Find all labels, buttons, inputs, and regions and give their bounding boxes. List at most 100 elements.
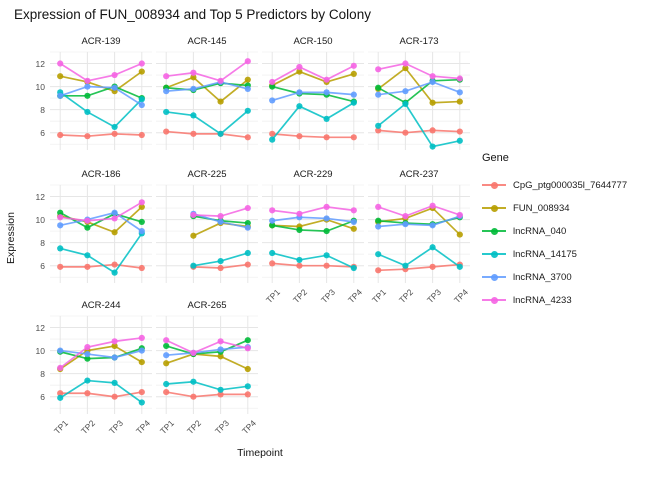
series-lncRNA_3700 — [269, 89, 357, 104]
facet-title: ACR-229 — [293, 169, 333, 180]
facet-title: ACR-173 — [399, 36, 439, 47]
facet-panel — [50, 184, 152, 283]
series-lncRNA_14175 — [375, 244, 463, 270]
legend-item: lncRNA_4233 — [482, 292, 627, 308]
x-tick-label: TP4 — [345, 287, 364, 306]
series-CpG_ptg000035l_7644777 — [375, 261, 463, 274]
facet-panel — [50, 315, 152, 414]
facet-title: ACR-139 — [81, 36, 121, 47]
series-lncRNA_3700 — [57, 347, 145, 361]
x-tick-label: TP2 — [79, 418, 98, 437]
facet-panel — [50, 51, 152, 150]
series-lncRNA_4233 — [375, 60, 463, 82]
legend-item: lncRNA_3700 — [482, 269, 627, 285]
y-tick-label: 8 — [40, 104, 45, 115]
facet-title: ACR-244 — [81, 300, 121, 311]
y-tick-label: 6 — [40, 391, 45, 402]
series-lncRNA_14175 — [375, 100, 463, 150]
legend-label: lncRNA_3700 — [513, 271, 572, 283]
series-lncRNA_4233 — [163, 337, 251, 356]
x-axis-title: Timepoint — [237, 447, 283, 459]
legend-item: lncRNA_040 — [482, 223, 627, 239]
facet-panel — [156, 315, 258, 414]
series-lncRNA_14175 — [163, 378, 251, 393]
x-tick-label: TP4 — [239, 418, 258, 437]
legend-title: Gene — [482, 152, 509, 164]
series-lncRNA_4233 — [375, 202, 463, 220]
series-CpG_ptg000035l_7644777 — [57, 130, 145, 140]
facet-title: ACR-150 — [293, 36, 333, 47]
series-lncRNA_4233 — [163, 58, 251, 84]
series-lncRNA_14175 — [57, 377, 145, 406]
series-CpG_ptg000035l_7644777 — [57, 261, 145, 272]
facet-title: ACR-265 — [187, 300, 227, 311]
x-tick-label: TP4 — [133, 418, 152, 437]
facet-panel — [368, 51, 470, 150]
legend-item: CpG_ptg000035l_7644777 — [482, 177, 627, 193]
series-lncRNA_4233 — [190, 204, 251, 220]
facet-title: ACR-237 — [399, 169, 439, 180]
facet-panel — [262, 184, 364, 283]
series-lncRNA_14175 — [163, 107, 251, 137]
x-tick-label: TP3 — [212, 418, 231, 437]
legend-items: CpG_ptg000035l_7644777 FUN_008934 lncRNA_0… — [482, 177, 627, 308]
y-tick-label: 10 — [35, 81, 45, 92]
facet-title: ACR-145 — [187, 36, 227, 47]
y-tick-label: 12 — [35, 58, 45, 69]
series-lncRNA_4233 — [57, 60, 145, 84]
series-CpG_ptg000035l_7644777 — [163, 388, 251, 400]
legend-label: lncRNA_14175 — [513, 248, 577, 260]
legend-key-icon — [482, 247, 506, 261]
y-tick-label: 8 — [40, 368, 45, 379]
series-FUN_008934 — [375, 65, 463, 106]
legend-key-icon — [482, 201, 506, 215]
series-CpG_ptg000035l_7644777 — [269, 130, 357, 141]
series-lncRNA_040 — [57, 209, 145, 231]
series-lncRNA_3700 — [57, 83, 145, 109]
facet-panel — [156, 51, 258, 150]
y-tick-label: 8 — [40, 237, 45, 248]
facet-panel — [368, 184, 470, 283]
y-tick-label: 10 — [35, 345, 45, 356]
series-CpG_ptg000035l_7644777 — [375, 127, 463, 136]
series-FUN_008934 — [163, 74, 251, 105]
facet-title: ACR-186 — [81, 169, 121, 180]
x-tick-label: TP4 — [451, 287, 470, 306]
series-lncRNA_14175 — [190, 249, 251, 269]
x-tick-label: TP2 — [397, 287, 416, 306]
facet-title: ACR-225 — [187, 169, 227, 180]
x-tick-label: TP3 — [424, 287, 443, 306]
series-CpG_ptg000035l_7644777 — [163, 128, 251, 141]
series-CpG_ptg000035l_7644777 — [57, 388, 145, 400]
legend-key-icon — [482, 270, 506, 284]
legend-item: FUN_008934 — [482, 200, 627, 216]
y-tick-label: 6 — [40, 260, 45, 271]
x-tick-label: TP1 — [264, 287, 283, 306]
y-tick-label: 12 — [35, 191, 45, 202]
series-CpG_ptg000035l_7644777 — [269, 260, 357, 270]
series-lncRNA_4233 — [269, 62, 357, 86]
facet-panel — [156, 184, 258, 283]
x-tick-label: TP1 — [158, 418, 177, 437]
series-lncRNA_14175 — [269, 249, 357, 272]
legend-label: lncRNA_4233 — [513, 294, 572, 306]
series-lncRNA_4233 — [269, 203, 357, 217]
x-tick-label: TP2 — [185, 418, 204, 437]
series-lncRNA_3700 — [57, 209, 145, 235]
legend-label: FUN_008934 — [513, 202, 570, 214]
x-tick-label: TP3 — [318, 287, 337, 306]
x-tick-label: TP1 — [370, 287, 389, 306]
series-lncRNA_14175 — [57, 230, 145, 276]
legend-key-icon — [482, 178, 506, 192]
y-tick-label: 10 — [35, 214, 45, 225]
series-lncRNA_4233 — [57, 334, 145, 371]
chart-title: Expression of FUN_008934 and Top 5 Predi… — [14, 7, 371, 22]
series-lncRNA_4233 — [57, 199, 145, 224]
legend-item: lncRNA_14175 — [482, 246, 627, 262]
series-lncRNA_3700 — [375, 78, 463, 98]
legend-label: lncRNA_040 — [513, 225, 567, 237]
x-tick-label: TP2 — [291, 287, 310, 306]
y-tick-label: 6 — [40, 127, 45, 138]
